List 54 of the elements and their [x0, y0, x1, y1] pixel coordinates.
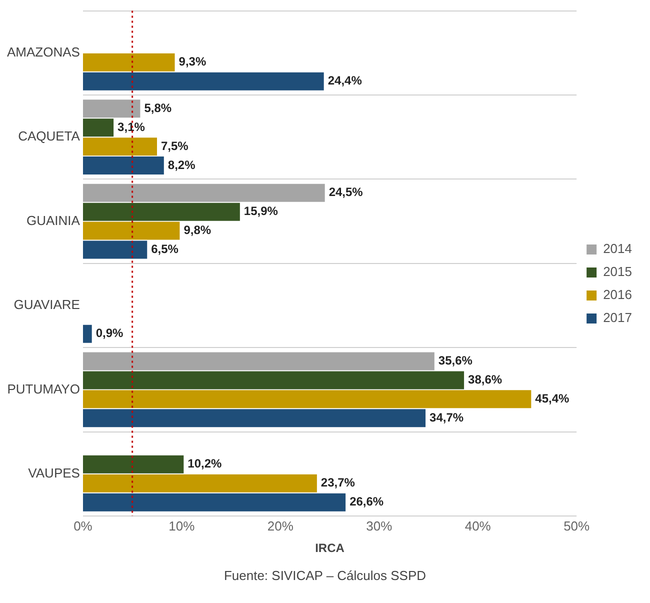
bar	[82, 371, 464, 390]
data-label: 3,1%	[118, 120, 146, 134]
x-tick-label: 20%	[267, 518, 294, 534]
legend-label: 2014	[603, 241, 632, 256]
bar	[82, 390, 532, 408]
x-axis-title: IRCA	[315, 541, 345, 556]
y-tick-label: AMAZONAS	[6, 44, 80, 60]
data-label: 23,7%	[320, 476, 356, 490]
data-label: 7,5%	[161, 138, 189, 153]
source-note: Fuente: SIVICAP – Cálculos SSPD	[222, 568, 428, 583]
bar	[82, 184, 325, 202]
bar	[82, 53, 175, 72]
bar	[82, 409, 426, 428]
bar	[82, 493, 346, 512]
bar	[82, 72, 324, 90]
x-tick-label: 10%	[168, 518, 196, 534]
bar	[82, 156, 164, 175]
data-label: 26,6%	[350, 494, 384, 509]
bar	[82, 118, 114, 137]
bar	[82, 222, 180, 240]
x-tick-label: 40%	[464, 518, 492, 534]
legend-label: 2017	[603, 310, 632, 326]
data-label: 15,9%	[244, 204, 278, 218]
bar	[82, 352, 434, 370]
data-label: 45,4%	[535, 391, 570, 406]
bar	[82, 474, 317, 492]
x-tick-label: 50%	[564, 518, 590, 534]
data-label: 0,9%	[96, 326, 124, 340]
bar	[82, 100, 140, 118]
legend-label: 2015	[603, 264, 632, 280]
data-label: 9,8%	[184, 223, 212, 238]
data-label: 6,5%	[151, 242, 179, 256]
data-label: 24,4%	[328, 74, 362, 88]
legend-label: 2016	[603, 287, 632, 302]
data-label: 38,6%	[468, 372, 502, 387]
bar	[82, 455, 184, 474]
data-label: 8,2%	[168, 158, 196, 172]
bar	[82, 240, 148, 259]
data-label: 10,2%	[188, 456, 222, 471]
x-tick-label: 30%	[366, 518, 393, 534]
y-tick-label: CAQUETA	[18, 128, 80, 144]
y-tick-label: GUAVIARE	[14, 297, 80, 312]
bar	[82, 324, 92, 343]
x-tick-label: 0%	[74, 518, 93, 534]
y-tick-label: VAUPES	[28, 465, 80, 480]
y-tick-label: GUAINIA	[26, 212, 80, 228]
data-label: 35,6%	[438, 354, 473, 368]
data-label: 9,3%	[178, 54, 206, 69]
bar	[82, 202, 240, 221]
bar	[82, 138, 157, 156]
data-label: 24,5%	[328, 185, 364, 200]
data-label: 5,8%	[144, 100, 172, 115]
data-label: 34,7%	[430, 410, 464, 424]
y-tick-label: PUTUMAYO	[7, 381, 80, 396]
